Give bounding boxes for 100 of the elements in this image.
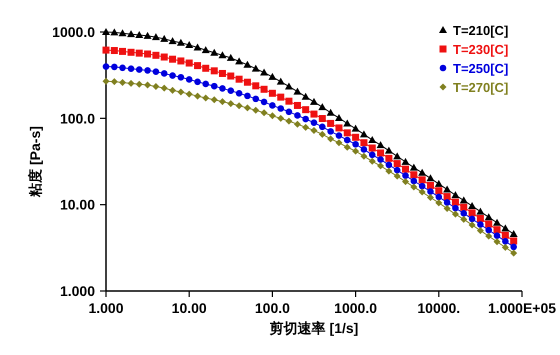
point — [202, 94, 210, 102]
point — [210, 48, 218, 56]
point — [302, 116, 309, 122]
point — [352, 134, 360, 141]
point — [368, 152, 376, 158]
point — [294, 112, 301, 119]
point — [444, 193, 451, 200]
point — [185, 40, 194, 48]
point — [244, 78, 251, 86]
point — [318, 130, 326, 138]
point — [252, 82, 260, 90]
point — [176, 38, 185, 46]
point — [102, 63, 110, 70]
point — [435, 199, 442, 206]
point — [360, 146, 368, 153]
point — [260, 68, 268, 76]
point — [194, 44, 202, 51]
point — [260, 86, 268, 93]
point — [268, 112, 276, 120]
point — [502, 238, 509, 245]
point — [410, 178, 418, 184]
point — [118, 29, 127, 36]
point — [418, 168, 426, 176]
point — [510, 250, 518, 257]
point — [277, 114, 284, 122]
point — [402, 166, 410, 173]
point — [136, 80, 143, 88]
point — [119, 79, 126, 86]
point — [268, 72, 276, 80]
point — [344, 144, 351, 151]
x-tick-label: 100.0 — [254, 300, 290, 316]
point — [502, 244, 509, 251]
y-tick-label: 1000.0 — [52, 24, 96, 40]
point — [494, 232, 500, 240]
point — [326, 108, 335, 116]
point — [368, 158, 376, 165]
x-tick-label: 10000. — [417, 300, 460, 316]
point — [318, 115, 326, 122]
point — [144, 50, 152, 58]
point — [385, 154, 392, 162]
point — [426, 194, 434, 202]
legend-label: T=250[C] — [453, 61, 508, 76]
point — [243, 60, 252, 68]
point — [285, 98, 292, 105]
point — [252, 96, 260, 102]
point — [410, 184, 418, 191]
point — [302, 106, 310, 114]
point — [352, 148, 360, 155]
point — [277, 94, 284, 101]
point — [402, 158, 410, 165]
point — [227, 72, 234, 80]
point — [468, 216, 476, 222]
point — [335, 139, 342, 146]
point — [202, 80, 210, 88]
point — [227, 87, 234, 94]
point — [169, 56, 176, 63]
point — [343, 120, 352, 127]
point — [451, 191, 460, 198]
point — [460, 216, 468, 223]
legend-label: T=230[C] — [453, 42, 508, 57]
point — [110, 28, 118, 36]
point — [485, 232, 492, 240]
point — [160, 34, 168, 42]
point — [501, 224, 510, 232]
point — [310, 98, 318, 105]
point — [493, 218, 502, 226]
point — [435, 187, 442, 194]
point — [477, 221, 484, 228]
x-tick-label: 10.00 — [172, 300, 207, 316]
point — [177, 88, 184, 96]
point — [436, 194, 442, 200]
point — [394, 166, 400, 174]
point — [360, 130, 368, 138]
point — [218, 70, 226, 77]
point — [310, 119, 318, 126]
point — [244, 104, 251, 112]
point — [319, 123, 326, 130]
point — [510, 230, 518, 238]
x-axis-title: 剪切速率 [1/s] — [270, 320, 358, 336]
legend-label: T=210[C] — [453, 23, 508, 38]
point — [476, 214, 484, 222]
point — [334, 114, 343, 121]
point — [460, 210, 468, 217]
point — [402, 178, 410, 186]
point — [377, 149, 384, 156]
point — [144, 67, 151, 74]
point — [468, 209, 476, 216]
point — [160, 54, 168, 61]
point — [460, 204, 468, 211]
point — [202, 46, 210, 54]
point — [476, 208, 484, 215]
point — [102, 46, 110, 54]
point — [294, 120, 301, 128]
point — [427, 188, 434, 195]
point — [111, 64, 118, 70]
point — [260, 109, 268, 116]
point — [210, 96, 218, 104]
point — [186, 90, 193, 98]
y-tick-label: 100.0 — [60, 110, 96, 126]
point — [468, 221, 476, 228]
